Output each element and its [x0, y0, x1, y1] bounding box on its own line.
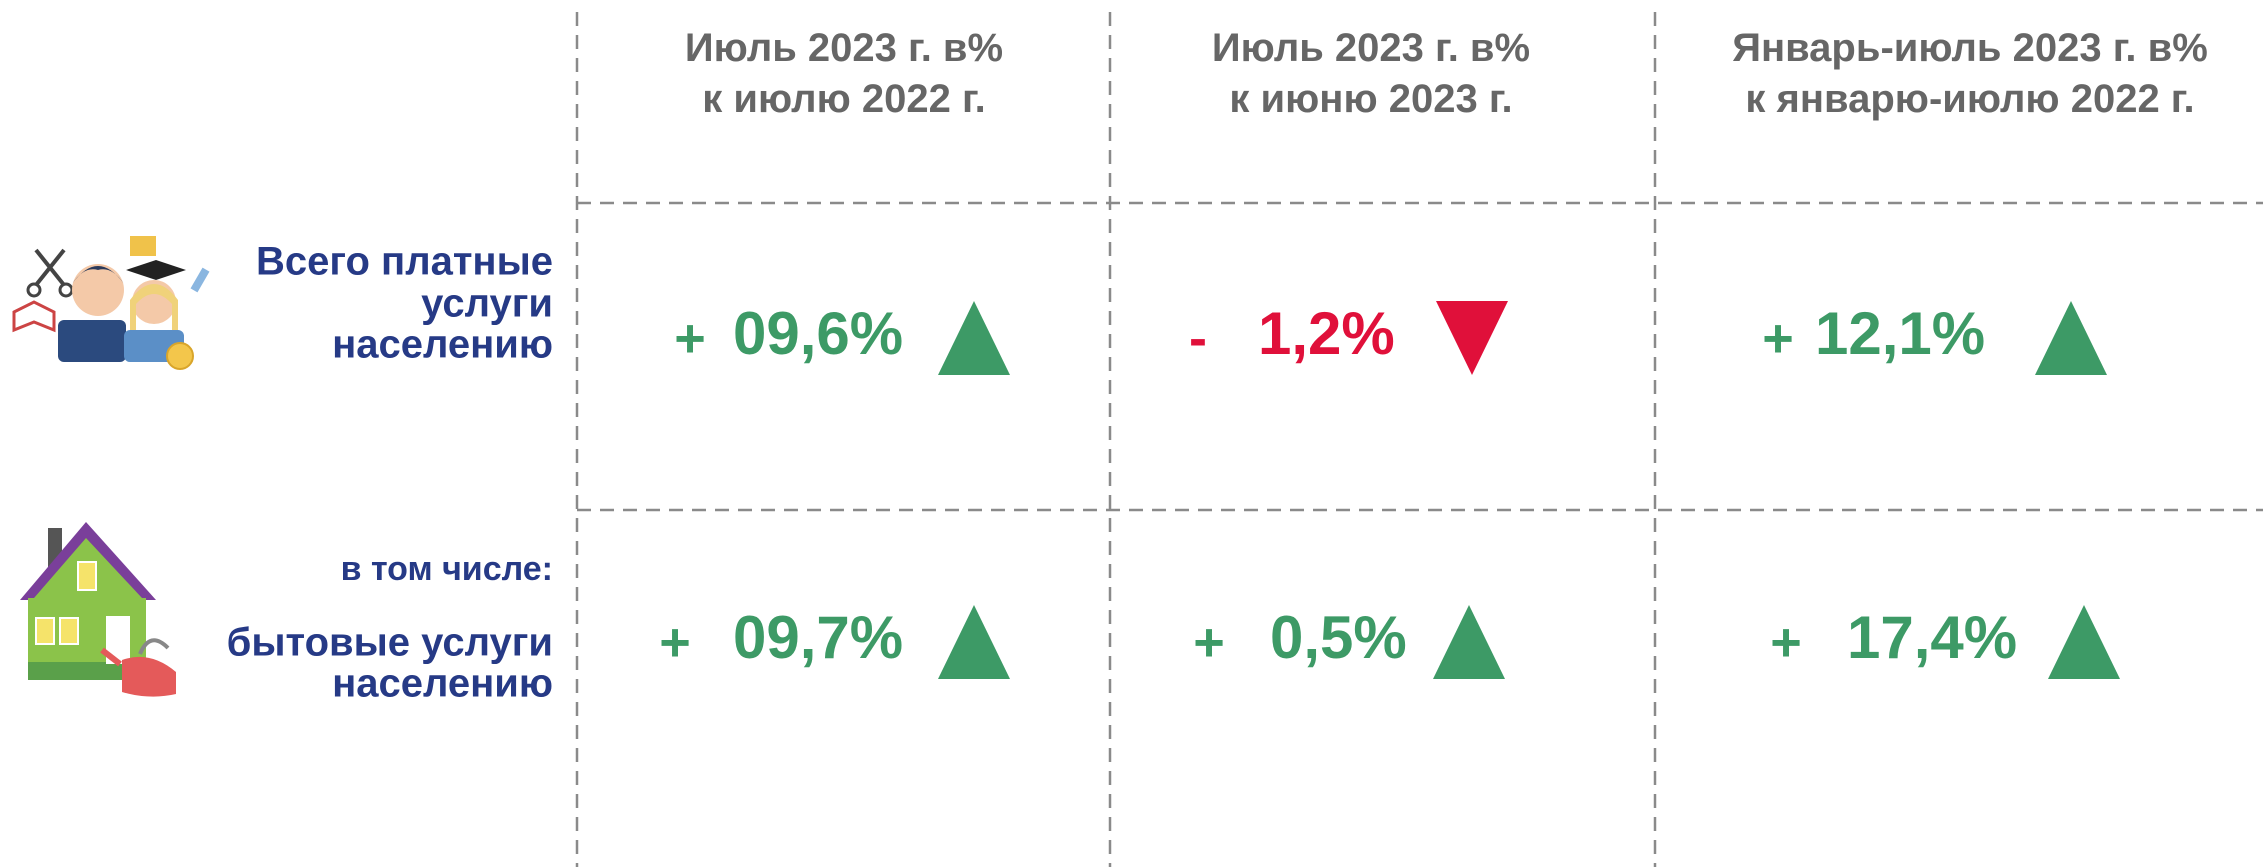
house-icon: [20, 522, 176, 697]
change-sign: +: [659, 612, 691, 672]
row-label: населению: [332, 323, 553, 367]
row-label: бытовые услуги: [227, 621, 553, 665]
trend-arrow: [2035, 301, 2107, 375]
trend-arrow: [1436, 301, 1508, 375]
change-value: 12,1%: [1815, 300, 1985, 367]
change-value: 1,2%: [1258, 300, 1395, 367]
change-sign: +: [674, 308, 706, 368]
change-sign: +: [1770, 612, 1802, 672]
trend-arrow: [1433, 605, 1505, 679]
trend-arrow: [2048, 605, 2120, 679]
services-icon: [14, 236, 209, 369]
column-header: Июль 2023 г. в%к июню 2023 г.: [1212, 26, 1530, 121]
row-label: Всего платные: [256, 240, 553, 284]
column-header: Июль 2023 г. в%к июлю 2022 г.: [685, 26, 1003, 121]
change-value: 17,4%: [1847, 604, 2017, 671]
change-sign: -: [1189, 308, 1207, 368]
change-value: 0,5%: [1270, 604, 1407, 671]
change-sign: +: [1193, 612, 1225, 672]
column-header: Январь-июль 2023 г. в%к январю-июлю 2022…: [1732, 26, 2208, 121]
trend-arrow: [938, 605, 1010, 679]
trend-arrow: [938, 301, 1010, 375]
infographic: Июль 2023 г. в%к июлю 2022 г. Июль 2023 г…: [0, 0, 2263, 867]
change-sign: +: [1762, 308, 1794, 368]
row-label: услуги: [421, 282, 553, 326]
row-note: в том числе:: [341, 550, 553, 588]
row-label: населению: [332, 662, 553, 706]
table-content: Июль 2023 г. в%к июлю 2022 г. Июль 2023 г…: [227, 26, 2208, 706]
change-value: 09,7%: [733, 604, 903, 671]
table-grid: [577, 12, 2263, 867]
change-value: 09,6%: [733, 300, 903, 367]
